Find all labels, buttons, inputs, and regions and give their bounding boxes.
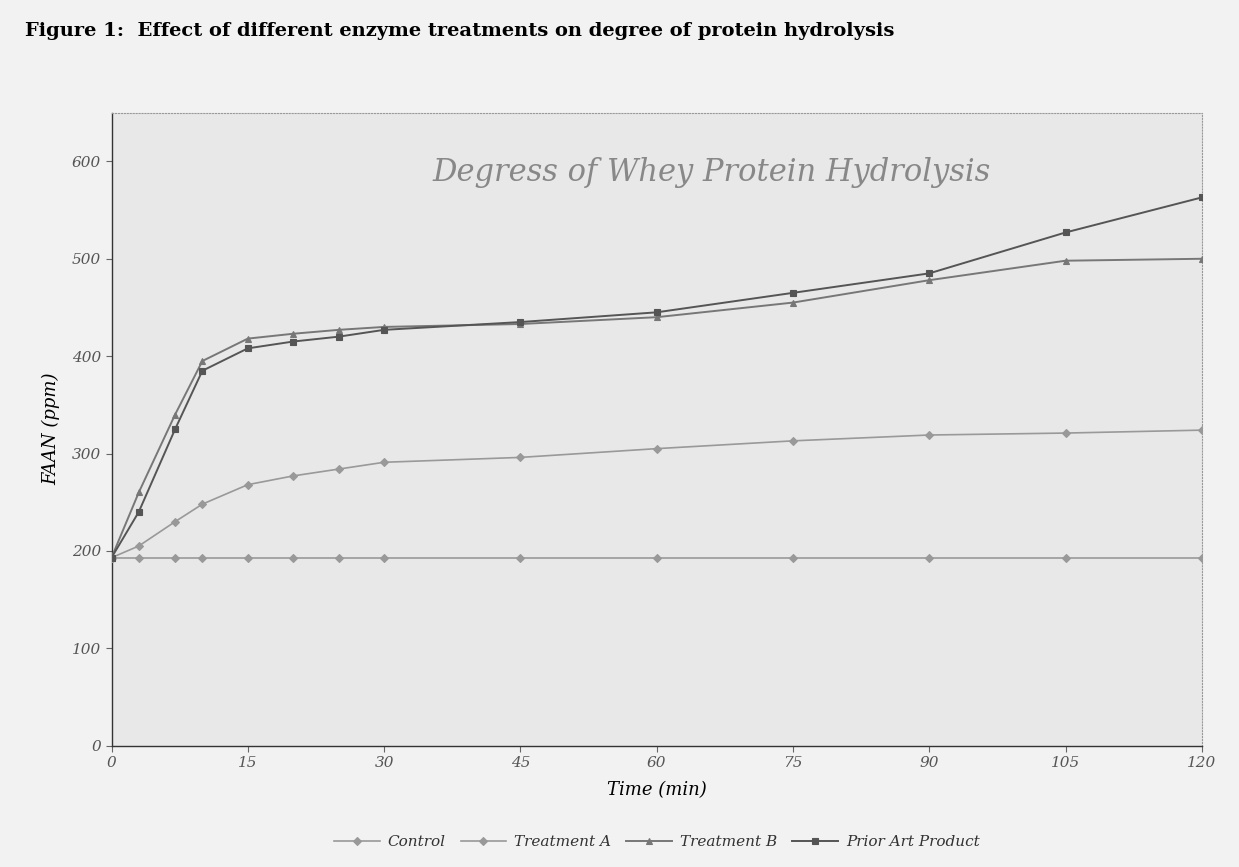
Treatment B [331,324,346,335]
Prior Art Product [1194,192,1209,203]
Control [104,552,119,563]
Treatment A [167,517,182,527]
Treatment A [377,457,392,467]
Legend: Control, Treatment A, Treatment B, Prior Art Product: Control, Treatment A, Treatment B, Prior… [327,829,986,856]
Treatment A [513,453,528,463]
Treatment B [131,487,146,498]
Prior Art Product [240,343,255,354]
Control [240,552,255,563]
Line: Prior Art Product: Prior Art Product [109,195,1204,560]
Prior Art Product [649,307,664,317]
Control [131,552,146,563]
Control [786,552,800,563]
Treatment A [1194,425,1209,435]
Treatment A [286,471,301,481]
Treatment A [131,541,146,551]
Prior Art Product [331,331,346,342]
Treatment A [922,430,937,440]
Line: Treatment B: Treatment B [109,256,1204,560]
Treatment B [286,329,301,339]
Text: Figure 1:  Effect of different enzyme treatments on degree of protein hydrolysis: Figure 1: Effect of different enzyme tre… [25,22,895,40]
Prior Art Product [377,324,392,335]
Treatment A [195,499,209,509]
Treatment B [649,312,664,323]
Control [649,552,664,563]
Prior Art Product [131,506,146,517]
Treatment A [104,552,119,563]
Control [331,552,346,563]
Prior Art Product [922,268,937,278]
Treatment B [786,297,800,308]
Treatment A [649,443,664,453]
Treatment B [1194,253,1209,264]
Treatment B [922,275,937,285]
Line: Control: Control [109,555,1204,560]
Treatment A [786,435,800,446]
Control [513,552,528,563]
Control [1194,552,1209,563]
Treatment B [167,409,182,420]
Control [377,552,392,563]
Text: Degress of Whey Protein Hydrolysis: Degress of Whey Protein Hydrolysis [432,157,990,188]
Prior Art Product [195,366,209,376]
X-axis label: Time (min): Time (min) [607,781,706,799]
Y-axis label: FAAN (ppm): FAAN (ppm) [42,373,61,486]
Treatment A [331,464,346,474]
Treatment A [240,479,255,490]
Prior Art Product [104,552,119,563]
Control [195,552,209,563]
Treatment B [240,334,255,344]
Prior Art Product [1058,227,1073,238]
Treatment A [1058,427,1073,438]
Control [286,552,301,563]
Line: Treatment A: Treatment A [109,427,1204,560]
Prior Art Product [167,424,182,434]
Treatment B [1058,256,1073,266]
Treatment B [377,322,392,332]
Prior Art Product [286,336,301,347]
Treatment B [513,319,528,329]
Control [167,552,182,563]
Control [922,552,937,563]
Prior Art Product [786,288,800,298]
Control [1058,552,1073,563]
Treatment B [195,355,209,366]
Treatment B [104,552,119,563]
Prior Art Product [513,316,528,327]
